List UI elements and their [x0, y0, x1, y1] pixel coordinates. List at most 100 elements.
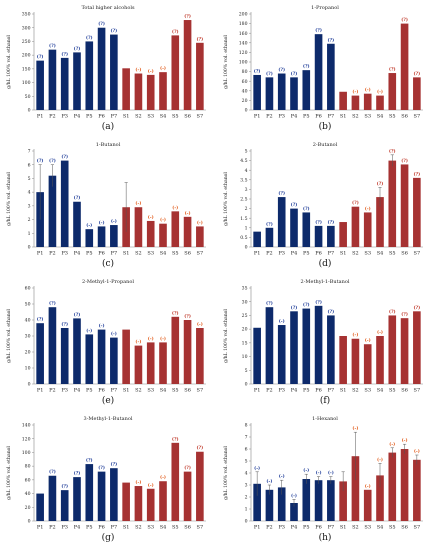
sig-marker-s5: (?): [172, 30, 179, 35]
sig-marker-p2: (?): [266, 222, 273, 227]
sig-marker-p5: (?): [86, 459, 93, 464]
y-tick-label: 0: [245, 245, 248, 251]
x-tick-label: P7: [111, 251, 118, 257]
bar-s7: [196, 42, 204, 110]
bar-p1: [36, 60, 44, 110]
bar-p4: [73, 52, 81, 110]
sig-marker-s5: (?): [172, 437, 179, 442]
y-tick-label: 6: [28, 162, 31, 168]
sig-marker-p1: (?): [37, 55, 44, 60]
x-tick-label: P3: [61, 251, 68, 257]
y-axis-label: g/hL 100% vol. ethanol: [223, 172, 229, 226]
bar-s3: [363, 212, 372, 247]
x-tick-label: S1: [340, 525, 347, 531]
x-tick-label: P3: [278, 388, 285, 394]
y-tick-label: 2: [28, 217, 31, 223]
y-tick-label: 60: [25, 477, 31, 483]
panel-total-higher-alcohols: Total higher alcohols g/hL 100% vol. etha…: [0, 0, 216, 137]
bar-p2: [48, 307, 57, 384]
sig-marker-s7: (?): [196, 37, 203, 42]
bar-p7: [327, 315, 335, 384]
sig-marker-s6: (-): [402, 439, 408, 444]
x-tick-label: S3: [147, 388, 154, 394]
bar-s6: [400, 23, 409, 111]
y-tick-label: 0.5: [240, 235, 247, 241]
chart-title: 2-Methyl-1-Propanol: [82, 279, 134, 285]
sig-marker-p3: (?): [61, 52, 68, 57]
y-tick-label: 180: [239, 21, 248, 27]
y-tick-label: 4.5: [240, 158, 247, 164]
x-tick-label: P4: [74, 114, 81, 120]
y-tick-label: 160: [239, 31, 248, 37]
sig-marker-s7: (-): [197, 221, 203, 226]
y-tick-label: 0: [245, 382, 248, 388]
y-axis-label: g/hL 100% vol. ethanol: [223, 446, 229, 500]
sig-marker-p4: (?): [291, 72, 298, 77]
chart-title: 1-Propanol: [311, 5, 339, 11]
sig-marker-p7: (?): [327, 220, 334, 225]
bar-p1: [253, 483, 261, 521]
x-tick-label: P7: [111, 525, 118, 531]
y-tick-label: 80: [25, 464, 31, 470]
bar-p7: [327, 480, 335, 521]
sig-marker-s5: (?): [389, 149, 396, 154]
bar-p4: [290, 77, 298, 110]
sig-marker-s4: (-): [160, 218, 166, 223]
y-tick-label: 30: [242, 299, 248, 305]
x-tick-label: S2: [135, 388, 142, 394]
chart-1-butanol: 1-Butanol g/hL 100% vol. ethanol 0 1 2 3 4 5 6 7 (…: [6, 142, 206, 269]
bar-p5: [85, 229, 94, 247]
bar-s1: [339, 222, 347, 247]
x-tick-label: P7: [111, 388, 118, 394]
sig-marker-s6: (-): [185, 211, 191, 216]
y-axis-label: g/hL 100% vol. ethanol: [6, 172, 12, 226]
x-tick-label: P1: [254, 525, 261, 531]
sig-marker-s4: (-): [160, 337, 166, 342]
bar-s4: [376, 95, 384, 110]
panel-label: (d): [319, 258, 332, 269]
chart-2-butanol: 2-Butanol g/hL 100% vol. ethanol 0 0.5 1 1.5 2…: [223, 142, 423, 269]
bar-s7: [413, 459, 421, 521]
sig-marker-s5: (?): [389, 68, 396, 73]
bar-p6: [97, 226, 106, 247]
y-tick-label: 1: [245, 225, 248, 231]
bar-s5: [171, 211, 180, 247]
sig-marker-s3: (-): [365, 339, 371, 344]
sig-marker-p5: (?): [303, 207, 310, 212]
y-tick-label: 100: [22, 80, 31, 86]
sig-marker-p6: (?): [98, 22, 105, 27]
x-tick-label: P1: [37, 114, 44, 120]
bar-s6: [183, 216, 192, 247]
sig-marker-p5: (-): [303, 469, 309, 474]
x-tick-label: P5: [86, 388, 93, 394]
y-tick-label: 20: [242, 327, 248, 333]
x-tick-label: P3: [61, 525, 68, 531]
bar-s2: [351, 95, 360, 110]
sig-marker-s4: (-): [160, 67, 166, 72]
x-tick-label: P4: [74, 525, 81, 531]
bar-p4: [73, 477, 81, 521]
bar-p7: [110, 34, 118, 111]
bar-s7: [413, 77, 421, 110]
y-tick-label: 10: [25, 366, 31, 372]
sig-marker-p1: (?): [37, 159, 44, 164]
sig-marker-s6: (?): [184, 15, 191, 20]
bar-p3: [277, 73, 286, 110]
bar-p5: [302, 70, 311, 110]
x-tick-label: S5: [389, 251, 396, 257]
chart-title: 1-Hexanol: [312, 416, 338, 422]
panel-2-methyl-1-propanol: 2-Methyl-1-Propanol g/hL 100% vol. ethano…: [0, 274, 216, 411]
y-tick-label: 15: [242, 340, 248, 346]
sig-marker-p2: (?): [266, 302, 273, 307]
y-tick-label: 0: [245, 519, 248, 525]
bar-p7: [110, 468, 118, 521]
panel-label: (a): [102, 121, 114, 132]
sig-marker-p7: (?): [327, 38, 334, 43]
x-tick-label: P5: [303, 525, 310, 531]
panel-2-butanol: 2-Butanol g/hL 100% vol. ethanol 0 0.5 1 1.5 2…: [217, 137, 433, 274]
sig-marker-p2: (-): [266, 480, 272, 485]
sig-marker-p7: (?): [110, 463, 117, 468]
y-tick-label: 20: [25, 505, 31, 511]
bar-s3: [146, 488, 155, 521]
chart-title: 1-Butanol: [96, 142, 121, 148]
